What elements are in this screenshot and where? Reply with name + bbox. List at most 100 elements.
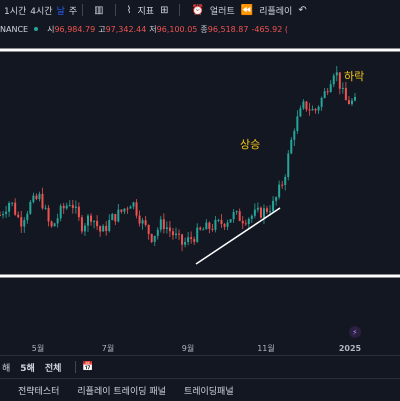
divider	[114, 4, 116, 16]
candle-body	[117, 209, 120, 222]
candle-body	[287, 153, 290, 177]
candle-body	[29, 201, 32, 214]
change-value: -465.92 (	[251, 24, 289, 34]
candle-body	[5, 211, 8, 214]
undo-icon[interactable]: ↶	[298, 4, 307, 16]
candle-body	[141, 220, 144, 224]
candle-body	[129, 206, 132, 209]
ohlc-legend: NANCE 시 96,984.79 고 97,342.44 저 96,100.05 종…	[0, 20, 400, 38]
candle-body	[317, 106, 320, 111]
bottom-panel-tabs: 전략테스터 리플레이 트레이딩 패널 트레이딩패널	[0, 378, 400, 401]
candle-body	[138, 215, 141, 224]
candle-body	[281, 184, 284, 186]
indicators-icon[interactable]: ⌇	[126, 4, 132, 16]
candle-body	[14, 202, 17, 215]
symbol-name[interactable]: NANCE	[0, 24, 29, 34]
candle-body	[41, 193, 44, 209]
tab-replay-trading-panel[interactable]: 리플레이 트레이딩 패널	[77, 386, 166, 397]
candle-body	[123, 208, 126, 212]
candle-body	[68, 205, 71, 207]
price-chart[interactable]: 상승 하락 ⚡ 5월 7월 9월 11월 2025	[0, 38, 400, 355]
open-key: 시	[47, 24, 55, 34]
calendar-icon[interactable]: 📅	[82, 362, 94, 372]
layout-grid-icon[interactable]: ⊞	[160, 4, 169, 16]
low-value: 96,100.05	[156, 24, 198, 34]
divider	[179, 4, 181, 16]
candle-body	[83, 225, 86, 232]
candle-body	[96, 220, 99, 227]
candle-body	[105, 225, 108, 232]
event-marker[interactable]	[349, 326, 361, 338]
rise-annotation[interactable]: 상승	[240, 138, 260, 151]
open-value: 96,984.79	[54, 24, 96, 34]
alerts-button[interactable]: 얼러트	[209, 6, 235, 17]
candle-body	[150, 233, 153, 242]
candle-body	[80, 217, 83, 232]
candle-body	[305, 101, 308, 110]
candle-body	[71, 205, 74, 208]
candle-body	[181, 234, 184, 245]
divider	[82, 4, 84, 16]
candle-body	[269, 211, 272, 213]
candle-body	[275, 197, 278, 201]
candle-body	[247, 218, 250, 224]
candle-body	[326, 91, 329, 93]
x-tick-label: 7월	[102, 343, 114, 353]
candle-body	[168, 227, 171, 232]
candle-body	[259, 207, 262, 218]
candle-body	[26, 213, 29, 221]
candle-body	[347, 100, 350, 105]
candle-body	[59, 205, 62, 219]
candle-body	[44, 207, 47, 209]
top-toolbar: 1시간 4시간 날 주 ▥ ⌇ 지표 ⊞ ⏰ 얼러트 ⏪ 리플레이 ↶	[0, 0, 400, 20]
candle-body	[278, 184, 281, 198]
alarm-icon[interactable]: ⏰	[191, 4, 204, 16]
range-5y[interactable]: 5해	[20, 363, 35, 374]
candle-body	[314, 109, 317, 111]
candles-icon[interactable]: ▥	[94, 4, 104, 16]
candle-body	[341, 87, 344, 89]
candle-body	[111, 213, 114, 221]
candle-body	[262, 208, 265, 218]
candle-body	[290, 139, 293, 154]
candle-body	[162, 219, 165, 230]
interval-day[interactable]: 날	[56, 6, 65, 17]
candle-body	[220, 219, 223, 225]
candle-body	[266, 208, 269, 212]
candle-body	[35, 195, 38, 200]
candle-body	[144, 220, 147, 225]
candle-body	[253, 209, 256, 216]
close-value: 96,518.87	[207, 24, 249, 34]
candle-body	[208, 222, 211, 229]
candle-body	[250, 215, 253, 219]
candle-body	[344, 87, 347, 101]
candle-body	[232, 212, 235, 220]
candle-body	[193, 239, 196, 242]
range-all[interactable]: 전체	[44, 363, 62, 374]
tab-strategy-tester[interactable]: 전략테스터	[18, 386, 60, 397]
candle-body	[0, 215, 1, 217]
candle-body	[147, 224, 150, 234]
indicators-button[interactable]: 지표	[137, 6, 155, 17]
rewind-icon[interactable]: ⏪	[240, 4, 254, 16]
divider	[75, 361, 77, 373]
replay-button[interactable]: 리플레이	[259, 6, 293, 17]
candle-body	[311, 109, 314, 111]
candle-body	[293, 130, 296, 140]
range-1y[interactable]: 해	[2, 363, 11, 374]
tab-trading-panel[interactable]: 트레이딩패널	[183, 386, 234, 397]
candle-body	[153, 235, 156, 242]
candle-body	[202, 229, 205, 231]
candle-body	[335, 72, 338, 76]
candle-body	[11, 202, 14, 204]
trend-line[interactable]	[195, 207, 281, 265]
fall-annotation[interactable]: 하락	[344, 69, 364, 83]
candle-body	[350, 100, 353, 105]
candle-body	[86, 215, 89, 226]
interval-4h[interactable]: 4시간	[30, 6, 53, 17]
interval-week[interactable]: 주	[68, 6, 78, 17]
candle-body	[299, 108, 302, 117]
candle-body	[56, 218, 59, 224]
candle-body	[74, 206, 77, 208]
interval-1h[interactable]: 1시간	[4, 6, 27, 17]
